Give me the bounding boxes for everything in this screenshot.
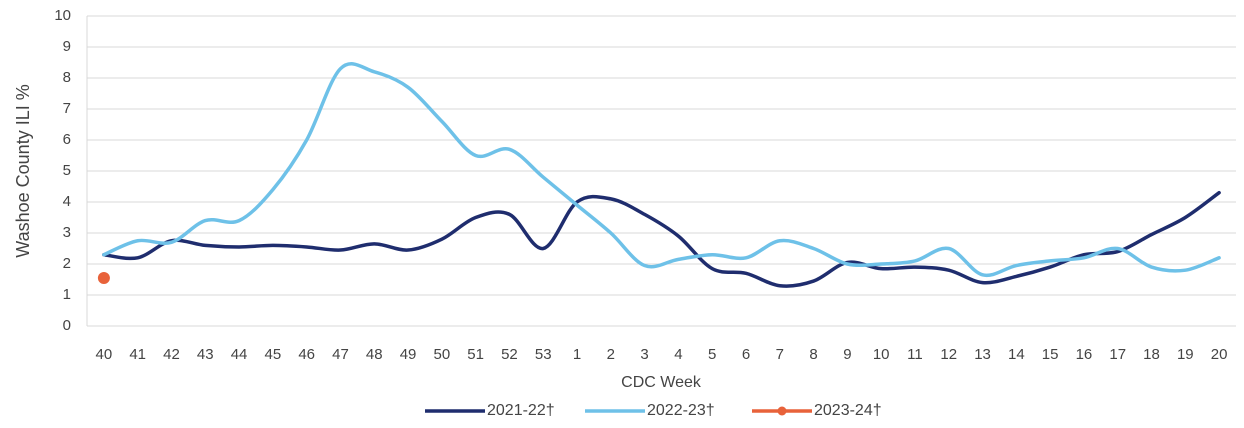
series-line: [102, 62, 1221, 278]
x-tick-label: 45: [265, 346, 282, 363]
x-tick-label: 10: [873, 346, 890, 363]
y-tick-label: 8: [63, 69, 71, 86]
x-tick-label: 52: [501, 346, 518, 363]
x-tick-label: 17: [1109, 346, 1126, 363]
x-tick-label: 43: [197, 346, 214, 363]
y-tick-label: 0: [63, 317, 71, 334]
x-tick-label: 42: [163, 346, 180, 363]
x-tick-label: 18: [1143, 346, 1160, 363]
legend-label: 2021-22†: [487, 402, 555, 419]
y-axis-title: Washoe County ILI %: [13, 84, 33, 257]
x-tick-label: 6: [742, 346, 750, 363]
x-tick-label: 1: [573, 346, 581, 363]
x-tick-label: 8: [809, 346, 817, 363]
legend-marker: [777, 406, 787, 416]
x-tick-label: 47: [332, 346, 349, 363]
y-tick-label: 10: [54, 7, 71, 24]
x-tick-label: 50: [433, 346, 450, 363]
x-tick-label: 48: [366, 346, 383, 363]
x-tick-label: 40: [96, 346, 113, 363]
x-tick-label: 11: [907, 346, 923, 363]
x-tick-label: 16: [1076, 346, 1093, 363]
x-tick-label: 20: [1211, 346, 1228, 363]
legend-label: 2022-23†: [647, 402, 715, 419]
x-tick-label: 51: [467, 346, 484, 363]
x-tick-label: 14: [1008, 346, 1025, 363]
y-tick-label: 3: [63, 224, 71, 241]
x-tick-label: 49: [400, 346, 417, 363]
y-tick-label: 7: [63, 100, 71, 117]
series-line: [102, 190, 1221, 288]
x-tick-label: 19: [1177, 346, 1194, 363]
x-tick-label: 41: [129, 346, 146, 363]
x-tick-label: 46: [298, 346, 315, 363]
x-tick-label: 9: [843, 346, 851, 363]
x-tick-label: 3: [640, 346, 648, 363]
x-tick-label: 13: [974, 346, 991, 363]
x-axis-title: CDC Week: [621, 374, 702, 391]
y-tick-label: 6: [63, 131, 71, 148]
x-tick-label: 53: [535, 346, 552, 363]
x-tick-label: 5: [708, 346, 716, 363]
y-tick-label: 1: [63, 286, 71, 303]
y-tick-label: 5: [63, 162, 71, 179]
x-tick-label: 12: [940, 346, 957, 363]
y-tick-label: 4: [63, 193, 71, 210]
x-tick-label: 15: [1042, 346, 1059, 363]
series-point: [97, 271, 110, 284]
x-tick-label: 44: [231, 346, 248, 363]
x-tick-label: 4: [674, 346, 682, 363]
x-tick-label: 2: [607, 346, 615, 363]
x-tick-label: 7: [776, 346, 784, 363]
y-tick-label: 2: [63, 255, 71, 272]
legend-label: 2023-24†: [814, 402, 882, 419]
y-tick-label: 9: [63, 38, 71, 55]
